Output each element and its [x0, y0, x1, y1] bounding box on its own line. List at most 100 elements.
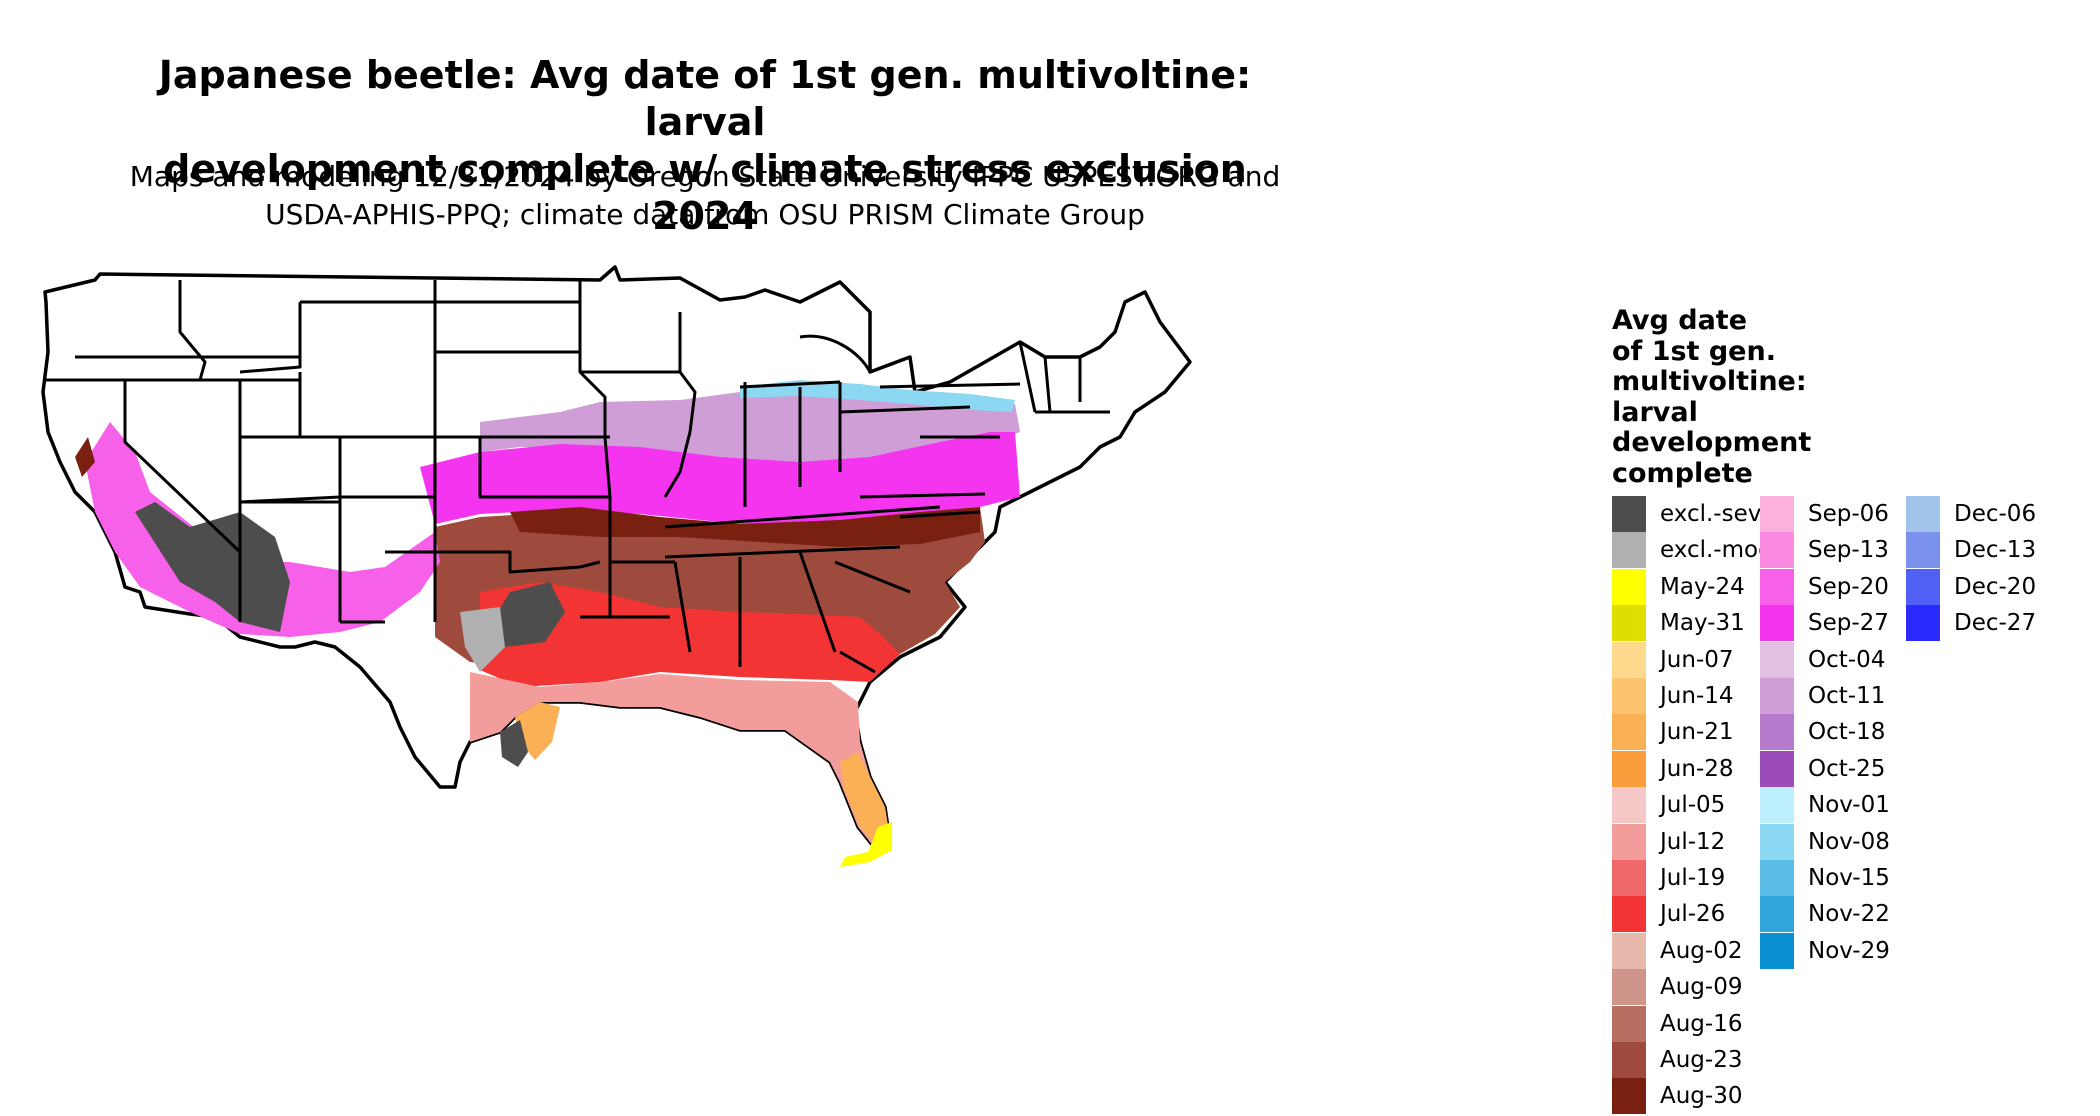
map-subtitle-line-2: USDA-APHIS-PPQ; climate data from OSU PR…	[265, 198, 1145, 231]
legend-item: Oct-04	[1760, 641, 1885, 678]
legend-item: Jul-26	[1612, 896, 1725, 933]
legend-item: Jun-07	[1612, 641, 1734, 678]
legend-label: Nov-29	[1808, 937, 1890, 964]
legend-label: May-24	[1660, 573, 1745, 600]
legend-title-line: of 1st gen.	[1612, 335, 1776, 367]
zone-exclusion-south-texas	[500, 720, 528, 767]
legend-swatch	[1760, 896, 1794, 933]
legend-swatch	[1612, 969, 1646, 1006]
legend-label: Jul-05	[1660, 792, 1726, 819]
boundary-sc-ga	[834, 560, 911, 674]
boundary-pa-ny	[839, 382, 1021, 439]
legend-item: Nov-22	[1760, 896, 1890, 933]
legend-swatch	[1760, 496, 1794, 532]
legend-item: Jun-14	[1612, 678, 1734, 714]
legend-label: Nov-08	[1808, 828, 1890, 855]
legend-swatch	[1612, 860, 1646, 896]
boundary-mi	[739, 334, 872, 389]
legend-swatch	[1760, 532, 1794, 569]
legend-item: May-24	[1612, 568, 1745, 605]
legend-label: May-31	[1660, 610, 1745, 637]
legend-item: Sep-27	[1760, 605, 1889, 642]
state-boundaries	[45, 280, 1110, 674]
legend-item: Dec-20	[1906, 568, 2036, 605]
legend-label: Oct-11	[1808, 683, 1886, 709]
legend-item: Oct-11	[1760, 678, 1885, 714]
legend-swatch	[1760, 568, 1794, 605]
legend-title-line: development	[1612, 427, 1812, 458]
legend-item: Nov-08	[1760, 823, 1890, 860]
legend-item: Jul-05	[1612, 787, 1726, 824]
legend-label: Sep-20	[1808, 573, 1889, 600]
legend-item: Dec-27	[1906, 605, 2037, 642]
zone-nov-fringe	[740, 380, 1015, 412]
legend-label: Aug-23	[1660, 1047, 1743, 1073]
legend-item: Aug-23	[1612, 1042, 1742, 1078]
boundary-ok-tx	[433, 497, 601, 574]
legend-label: Oct-18	[1808, 719, 1886, 746]
legend-item: Dec-13	[1906, 532, 2037, 569]
legend-label: Jun-07	[1660, 646, 1734, 673]
legend-item: Nov-15	[1760, 860, 1890, 896]
legend-label: Dec-13	[1954, 537, 2037, 564]
legend-swatch	[1612, 532, 1646, 569]
legend-label: Nov-01	[1808, 792, 1890, 819]
map-title-line-2: development complete w/ climate stress e…	[163, 147, 1247, 238]
legend-title-line: complete	[1612, 457, 1753, 489]
legend-label: Jun-28	[1660, 755, 1734, 782]
legend-item: Jun-28	[1612, 750, 1734, 787]
legend-swatch	[1760, 714, 1794, 751]
legend-label: Dec-27	[1954, 610, 2037, 637]
legend-swatch	[1612, 496, 1646, 532]
legend-label: Aug-16	[1660, 1010, 1743, 1037]
legend-swatch	[1612, 641, 1646, 678]
legend-swatch	[1612, 714, 1646, 751]
legend-swatch	[1612, 1078, 1646, 1115]
legend-swatch	[1612, 823, 1646, 860]
boundary-idaho	[178, 280, 242, 502]
legend-label: Dec-06	[1954, 501, 2037, 527]
legend-title-line: larval	[1612, 396, 1698, 428]
legend-swatch	[1612, 750, 1646, 787]
legend-item: Aug-09	[1612, 969, 1742, 1006]
legend-swatch	[1760, 605, 1794, 642]
legend-item: Dec-06	[1906, 496, 2036, 532]
legend-label: Jul-12	[1660, 828, 1726, 855]
legend-swatch	[1906, 532, 1940, 569]
legend-title-line: multivoltine:	[1612, 366, 1807, 397]
legend-swatch	[1760, 932, 1794, 969]
zone-jun-florida	[840, 752, 890, 847]
legend-item: Sep-20	[1760, 568, 1889, 605]
us-map	[41, 265, 1192, 867]
zone-jul	[480, 582, 900, 687]
legend-swatch	[1612, 568, 1646, 605]
legend-label: Nov-22	[1808, 901, 1890, 928]
legend-item: excl.-sev.	[1612, 496, 1767, 532]
boundary-in-oh	[743, 382, 842, 507]
legend-swatch	[1760, 787, 1794, 824]
boundary-nv-ca	[123, 380, 242, 554]
legend-swatch	[1760, 750, 1794, 787]
legend-swatch	[1906, 605, 1940, 642]
legend-item: Nov-29	[1760, 932, 1890, 969]
legend-swatch	[1760, 641, 1794, 678]
zone-exclusion-severe	[135, 502, 290, 632]
zone-jul-light	[470, 672, 890, 852]
map-subtitle: Maps and modeling 12/31/2024 by Oregon S…	[120, 158, 1290, 234]
zone-exclusion-moderate	[460, 607, 505, 672]
legend-swatch	[1906, 496, 1940, 532]
boundary-mn-ia-mo	[578, 280, 680, 562]
legend-swatch	[1760, 823, 1794, 860]
legend-swatch	[1612, 932, 1646, 969]
legend-item: Aug-30	[1612, 1078, 1743, 1115]
legend-title: Avg date of 1st gen. multivoltine: larva…	[1612, 305, 1872, 489]
zone-aug-late	[510, 507, 980, 547]
map-title-line-1: Japanese beetle: Avg date of 1st gen. mu…	[158, 53, 1252, 144]
boundary-va-nc	[859, 492, 986, 519]
legend-item: Sep-06	[1760, 496, 1889, 532]
boundary-ar-la	[580, 560, 675, 619]
legend-item: Aug-16	[1612, 1005, 1743, 1042]
legend-label: Aug-02	[1660, 937, 1743, 964]
legend-label: Aug-30	[1660, 1083, 1743, 1110]
legend-item: excl.-mod.	[1612, 532, 1780, 569]
